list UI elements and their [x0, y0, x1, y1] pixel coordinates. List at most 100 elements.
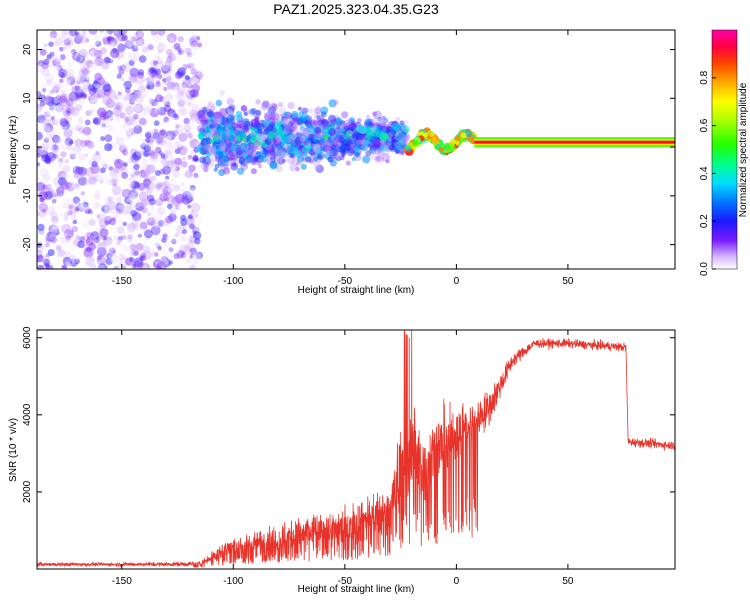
spectrogram-cell — [111, 216, 116, 221]
spectrogram-cell — [152, 132, 160, 140]
spectrogram-cell — [73, 99, 78, 104]
spectrogram-cell — [105, 112, 111, 117]
spectrogram-cell — [133, 260, 143, 269]
spectrogram-cell — [185, 39, 192, 46]
spectrogram-cell — [210, 153, 220, 162]
spectrogram-cell — [161, 222, 166, 227]
spectrogram-cell — [223, 167, 231, 175]
spectrogram-cell — [114, 215, 119, 220]
spectrogram-cell — [93, 236, 100, 244]
spectrogram-cell — [175, 124, 185, 133]
spectrogram-cell — [108, 88, 113, 93]
spectrogram-cell — [137, 72, 145, 79]
spectrogram-cell — [153, 184, 158, 189]
spectrogram-cell — [47, 39, 57, 48]
spectrogram-cell — [43, 137, 50, 143]
spectrogram-cell — [185, 215, 195, 226]
spectrogram-cell — [176, 69, 185, 79]
spectrogram-cell — [161, 237, 167, 243]
spectrogram-cell — [44, 263, 50, 269]
spectrogram-cell — [171, 160, 176, 165]
spectrogram-cell — [113, 265, 119, 269]
spectrogram-cell — [128, 189, 138, 199]
spectrogram-cell — [144, 240, 152, 248]
colorbar-tick-label: 0.8 — [699, 70, 710, 84]
spectrogram-cell — [168, 144, 174, 150]
spectrogram-cell — [191, 125, 196, 130]
spectrogram-cell — [120, 184, 126, 190]
spectrogram-cell — [117, 159, 122, 164]
spectrogram-cell — [43, 55, 50, 62]
spectrogram-cell — [139, 157, 147, 165]
spectrogram-cell — [130, 181, 136, 187]
spectrogram-cell — [179, 188, 186, 195]
spectrogram-cell — [203, 166, 209, 173]
spectrogram-heatmap — [37, 30, 675, 269]
spectrogram-cell — [49, 105, 55, 111]
spectrogram-cell — [45, 96, 56, 107]
spectrogram-cell — [187, 62, 195, 70]
spectrogram-cell — [105, 126, 113, 134]
spectrogram-cell — [190, 202, 201, 213]
spectrogram-cell — [57, 188, 66, 196]
spectrogram-cell — [174, 205, 180, 210]
spectrogram-cell — [186, 83, 193, 89]
spectrogram-cell — [178, 244, 189, 255]
spectrogram-cell — [80, 84, 89, 94]
spectrogram-cell — [251, 134, 257, 141]
spectrogram-cell — [129, 109, 134, 114]
spectrogram-cell — [49, 211, 58, 220]
spectrogram-cell — [97, 247, 107, 257]
spectrogram-cell — [38, 191, 49, 201]
spectrogram-cell — [98, 211, 108, 221]
spectrogram-cell — [189, 138, 200, 149]
spectrogram-cell — [394, 149, 400, 155]
spectrogram-cell — [327, 156, 334, 163]
spectrogram-y-axis-label: Frequency (Hz) — [8, 116, 19, 185]
spectrogram-cell — [134, 74, 145, 85]
spectrogram-cell — [58, 139, 68, 150]
spectrogram-cell — [93, 193, 101, 200]
spectrogram-cell — [164, 179, 170, 184]
spectrogram-cell — [130, 180, 140, 190]
spectrogram-cell — [170, 163, 176, 168]
spectrogram-cell — [158, 162, 169, 173]
spectrogram-cell — [60, 93, 68, 102]
spectrogram-cell — [192, 258, 199, 265]
spectrogram-cell — [84, 38, 90, 43]
spectrogram-cell — [107, 67, 115, 74]
spectrogram-cell — [44, 86, 50, 92]
spectrogram-cell — [168, 198, 179, 209]
spectrogram-cell — [218, 141, 227, 150]
spectrogram-cell — [81, 30, 87, 36]
spectrogram-cell — [105, 110, 114, 118]
spectrogram-cell — [157, 73, 162, 79]
spectrogram-cell — [118, 84, 127, 93]
spectrogram-cell — [428, 132, 434, 137]
spectrogram-cell — [186, 241, 194, 250]
spectrogram-cell — [59, 180, 69, 189]
spectrogram-cell — [77, 116, 83, 121]
spectrogram-cell — [128, 157, 134, 164]
spectrogram-cell — [99, 228, 109, 238]
spectrogram-cell — [114, 101, 124, 111]
spectrogram-cell — [143, 150, 150, 157]
spectrogram-cell — [61, 259, 70, 268]
spectrogram-cell — [200, 116, 209, 125]
spectrogram-cell — [65, 174, 71, 179]
spectrogram-cell — [93, 49, 103, 59]
spectrogram-cell — [141, 226, 151, 236]
spectrogram-cell — [49, 51, 55, 57]
spectrogram-cell — [184, 47, 192, 55]
spectrogram-cell — [168, 113, 178, 123]
spectrogram-cell — [395, 116, 401, 122]
spectrogram-cell — [334, 134, 344, 143]
spectrogram-cell — [79, 47, 84, 52]
spectrogram-cell — [66, 110, 71, 116]
spectrogram-cell — [83, 226, 94, 237]
spectrogram-cell — [80, 87, 88, 95]
spectrogram-cell — [68, 96, 78, 107]
spectrogram-cell — [109, 247, 116, 254]
spectrogram-cell — [162, 186, 173, 196]
spectrogram-cell — [322, 123, 330, 130]
